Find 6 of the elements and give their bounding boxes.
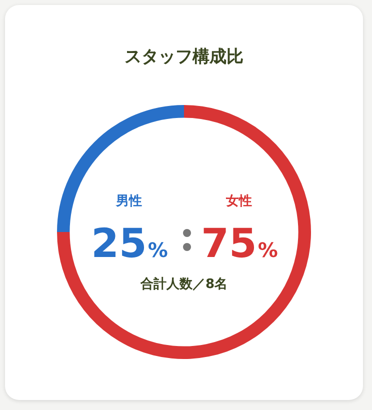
data-label: 75% — [201, 221, 278, 267]
slice-label: 男性 — [115, 194, 142, 209]
chart-title: スタッフ構成比 — [124, 46, 244, 68]
data-label: 25% — [91, 221, 168, 267]
slice-label: 女性 — [225, 194, 252, 209]
text: 合計人数／8名 — [139, 276, 228, 292]
